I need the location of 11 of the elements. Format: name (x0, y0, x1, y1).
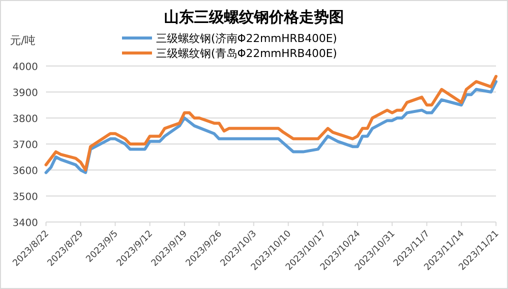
y-tick-label: 3700 (12, 140, 38, 151)
y-tick-label: 4000 (12, 62, 38, 73)
y-tick-label: 3500 (12, 192, 38, 203)
y-axis-title: 元/吨 (10, 34, 36, 47)
y-tick-label: 3900 (12, 88, 38, 99)
y-tick-label: 3800 (12, 114, 38, 125)
legend-label: 三级螺纹钢(济南Φ22mmHRB400E) (156, 32, 338, 45)
y-tick-label: 3600 (12, 166, 38, 177)
legend-label: 三级螺纹钢(青岛Φ22mmHRB400E) (156, 47, 338, 60)
chart-title: 山东三级螺纹钢价格走势图 (164, 8, 344, 26)
y-tick-label: 3400 (12, 218, 38, 229)
